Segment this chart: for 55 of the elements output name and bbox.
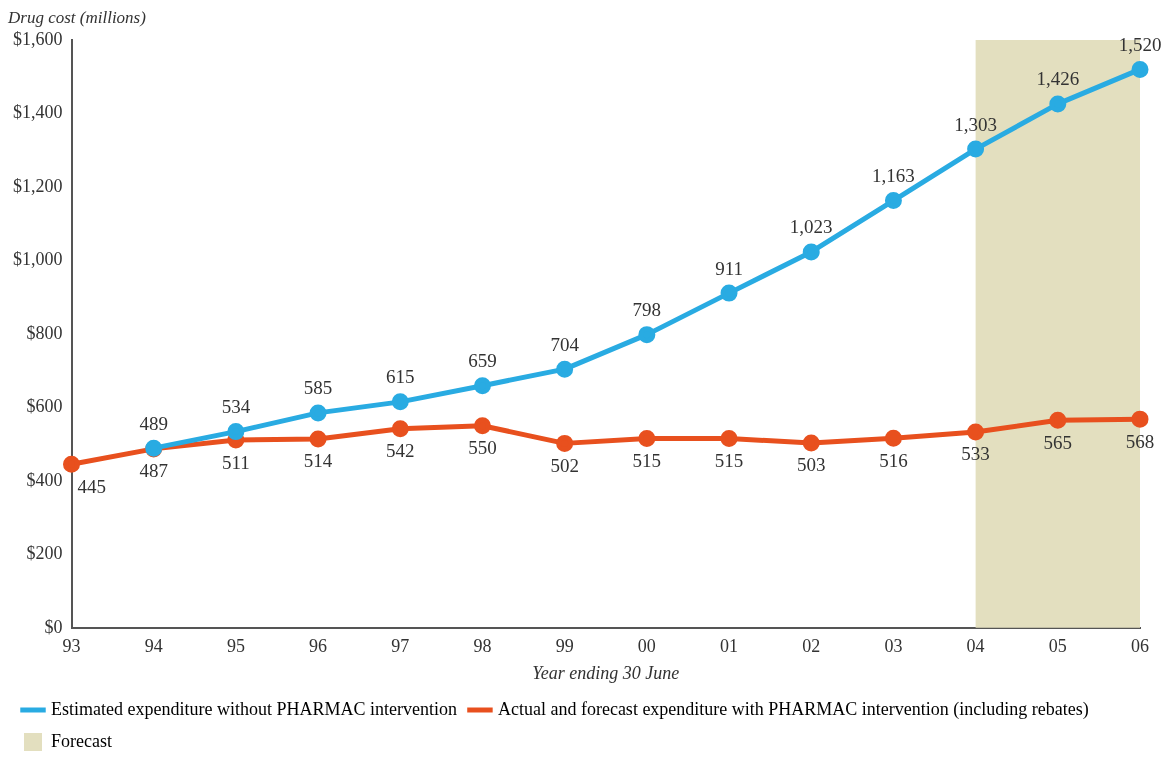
data-label: 445	[77, 475, 106, 497]
data-label: 550	[468, 437, 497, 459]
y-tick-label: $1,200	[13, 175, 63, 196]
data-label: 516	[879, 449, 908, 471]
y-axis-title: Drug cost (millions)	[7, 7, 147, 27]
data-label: 489	[139, 412, 168, 434]
data-label: 515	[714, 450, 744, 472]
data-label: 534	[221, 396, 251, 418]
x-tick-label: 95	[226, 636, 245, 657]
legend-label: Estimated expenditure without PHARMAC intervention	[51, 698, 457, 719]
legend-label: Forecast	[51, 730, 112, 751]
data-label: 502	[550, 454, 579, 476]
data-label: 704	[550, 333, 580, 355]
data-label: 1,303	[954, 113, 997, 135]
data-label: 542	[386, 440, 415, 462]
data-label: 659	[468, 350, 497, 372]
data-label: 1,520	[1118, 33, 1162, 55]
data-label: 568	[1125, 430, 1155, 452]
data-label: 487	[139, 460, 168, 482]
x-tick-label: 01	[720, 636, 739, 657]
x-tick-label: 99	[555, 636, 574, 657]
data-label: 503	[796, 454, 826, 476]
data-label: 515	[632, 450, 662, 472]
y-tick-label: $1,600	[13, 28, 63, 49]
x-tick-label: 03	[884, 636, 903, 657]
data-label: 798	[632, 299, 662, 321]
y-tick-label: $800	[26, 322, 63, 343]
x-tick-label: 02	[802, 636, 821, 657]
x-tick-label: 05	[1048, 636, 1067, 657]
x-tick-label: 93	[62, 636, 81, 657]
x-tick-label: 98	[473, 636, 492, 657]
x-tick-label: 04	[966, 636, 985, 657]
x-tick-label: 96	[309, 636, 328, 657]
data-label: 911	[715, 257, 743, 279]
data-label: 565	[1043, 431, 1073, 453]
data-label: 1,163	[872, 165, 915, 187]
data-label: 615	[386, 366, 415, 388]
x-axis-title: Year ending 30 June	[532, 662, 680, 683]
y-tick-label: $0	[44, 616, 63, 637]
y-tick-label: $600	[26, 396, 63, 417]
x-tick-label: 00	[637, 636, 656, 657]
data-label: 1,426	[1036, 68, 1080, 90]
x-tick-label: 94	[144, 636, 163, 657]
data-label: 511	[221, 451, 250, 473]
data-label: 533	[961, 443, 990, 465]
data-label: 514	[303, 450, 333, 472]
data-label: 1,023	[789, 216, 833, 238]
data-label: 585	[303, 377, 333, 399]
y-tick-label: $400	[26, 469, 63, 490]
y-tick-label: $1,400	[13, 102, 63, 123]
x-tick-label: 06	[1131, 636, 1149, 657]
x-tick-label: 97	[391, 636, 410, 657]
y-tick-label: $200	[26, 543, 63, 564]
y-tick-label: $1,000	[13, 249, 63, 270]
legend-label: Actual and forecast expenditure with PHARMAC intervention (including rebates)	[497, 698, 1089, 720]
